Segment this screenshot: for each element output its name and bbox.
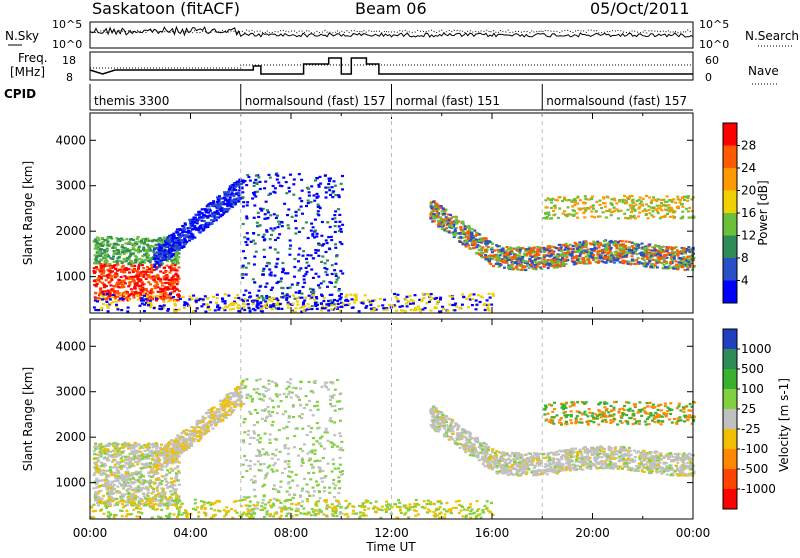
cpid-segment: normalsound (fast) 157 [245, 94, 386, 108]
colorbar-tick: 12 [741, 229, 756, 243]
beam-title: Beam 06 [355, 0, 427, 18]
nsearch-tick-top: 10^5 [699, 18, 729, 31]
x-axis-label: Time UT [365, 540, 416, 554]
colorbar-swatch [723, 213, 737, 236]
y-tick-label: 4000 [55, 133, 86, 147]
colorbar-tick: 16 [741, 206, 756, 220]
colorbar-tick: 28 [741, 139, 756, 153]
colorbar-tick: 24 [741, 161, 756, 175]
x-tick-label: 08:00 [274, 526, 309, 540]
nsky-panel: N.Sky 10^5 10^0 10^5 10^0 N.Search [5, 18, 799, 51]
colorbar-swatch [723, 258, 737, 281]
x-tick-label: 20:00 [575, 526, 610, 540]
colorbar-swatch [723, 281, 737, 304]
nsearch-label: N.Search [745, 29, 799, 43]
cpid-segment: normalsound (fast) 157 [546, 94, 687, 108]
y-tick-label: 1000 [55, 270, 86, 284]
colorbar-swatch [723, 329, 737, 350]
colorbar-tick: 25 [741, 402, 756, 416]
nave-label: Nave [748, 64, 779, 78]
colorbar-tick: -500 [741, 462, 768, 476]
colorbar-tick: 500 [741, 362, 764, 376]
velocity-panel: 1000 2000 3000 4000 00:00 04:00 08:00 12:00 16:0… [21, 319, 710, 554]
colorbar-swatch [723, 369, 737, 390]
freq-panel: Freq. [MHz] 18 8 60 0 Nave [10, 51, 779, 84]
y-tick-label: 1000 [55, 476, 86, 490]
colorbar-swatch [723, 168, 737, 191]
colorbar-swatch [723, 123, 737, 146]
colorbar-swatch [723, 349, 737, 370]
date-title: 05/Oct/2011 [590, 0, 690, 18]
freq-tick-bottom: 8 [66, 71, 73, 84]
colorbar-swatch [723, 469, 737, 490]
power-ylabel: Slant Range [km] [21, 161, 35, 265]
station-title: Saskatoon (fitACF) [92, 0, 240, 18]
nsearch-tick-bottom: 10^0 [699, 38, 729, 51]
nsky-tick-bottom: 10^0 [52, 38, 82, 51]
cpid-segment: themis 3300 [94, 94, 169, 108]
velocity-ylabel: Slant Range [km] [21, 367, 35, 471]
freq-unit: [MHz] [10, 65, 45, 79]
y-tick-label: 3000 [55, 179, 86, 193]
colorbar-tick: 100 [741, 382, 764, 396]
x-tick-label: 00:00 [676, 526, 711, 540]
x-tick-label: 16:00 [475, 526, 510, 540]
colorbar-tick: 1000 [741, 342, 772, 356]
colorbar-swatch [723, 146, 737, 169]
nave-tick-top: 60 [705, 54, 719, 67]
power-colorbar: 4 8 12 16 20 24 28 [723, 123, 756, 304]
power-colorbar-label: Power [dB] [756, 180, 770, 245]
colorbar-swatch [723, 236, 737, 259]
colorbar-swatch [723, 449, 737, 470]
power-panel: 1000 2000 3000 4000 Slant Range [km] [21, 113, 696, 313]
colorbar-swatch [723, 191, 737, 214]
cpid-label: CPID [4, 87, 36, 101]
colorbar-tick: -25 [741, 422, 761, 436]
colorbar-swatch [723, 489, 737, 510]
freq-label: Freq. [18, 51, 48, 65]
nsky-tick-top: 10^5 [52, 18, 82, 31]
y-tick-label: 4000 [55, 339, 86, 353]
y-tick-label: 2000 [55, 224, 86, 238]
colorbar-tick: -1000 [741, 482, 776, 496]
colorbar-tick: 4 [741, 274, 749, 288]
colorbar-tick: 20 [741, 184, 756, 198]
y-tick-label: 2000 [55, 430, 86, 444]
velocity-colorbar: 1000 500 100 25 -25 -100 -500 -1000 [723, 329, 776, 510]
cpid-row: CPID themis 3300 normalsound (fast) 157 no… [4, 84, 693, 110]
y-tick-label: 3000 [55, 385, 86, 399]
velocity-colorbar-label: Velocity [m s-1] [777, 378, 791, 472]
nsky-label: N.Sky [5, 29, 39, 43]
x-tick-label: 00:00 [73, 526, 108, 540]
x-tick-label: 04:00 [173, 526, 208, 540]
nave-tick-bottom: 0 [705, 71, 712, 84]
colorbar-tick: -100 [741, 442, 768, 456]
freq-tick-top: 18 [62, 54, 76, 67]
x-tick-label: 12:00 [374, 526, 409, 540]
cpid-segment: normal (fast) 151 [396, 94, 500, 108]
colorbar-swatch [723, 429, 737, 450]
colorbar-tick: 8 [741, 251, 749, 265]
colorbar-swatch [723, 389, 737, 410]
colorbar-swatch [723, 409, 737, 430]
